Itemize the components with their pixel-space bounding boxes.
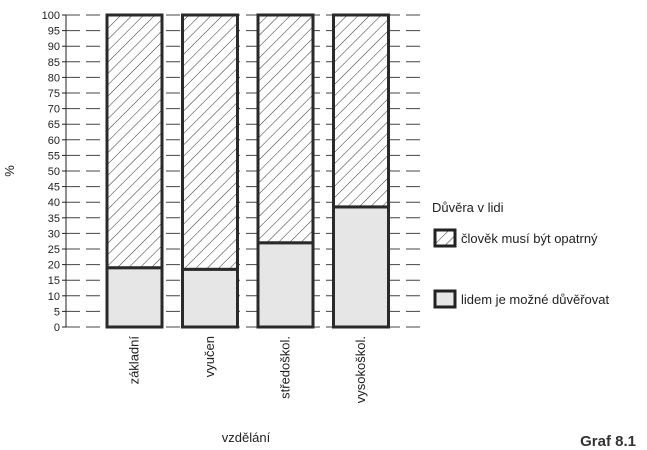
y-tick-label: 0 — [54, 322, 60, 334]
legend-title: Důvěra v lidi — [432, 200, 504, 215]
legend-swatch-solid — [433, 289, 457, 309]
y-tick-label: 25 — [48, 244, 60, 256]
y-tick-label: 80 — [48, 72, 60, 84]
y-tick-label: 65 — [48, 119, 60, 131]
bars — [105, 13, 390, 329]
x-axis-label: vzdělání — [222, 430, 271, 445]
y-tick-label: 30 — [48, 228, 60, 240]
bar-segment-careful — [105, 13, 164, 270]
y-tick-label: 100 — [42, 10, 60, 22]
legend-swatch-hatched — [433, 228, 457, 248]
bar-segment-careful — [181, 13, 239, 271]
y-tick-label: 40 — [48, 197, 60, 209]
bar-segment-careful — [332, 13, 390, 209]
y-axis-label: % — [2, 165, 17, 177]
bar-segment-trust — [105, 266, 164, 329]
legend-label-careful: člověk musí být opatrný — [461, 231, 598, 246]
y-tick-label: 95 — [48, 26, 60, 38]
legend-label-trust: lidem je možné důvěřovat — [461, 292, 610, 307]
x-category-label: základní — [127, 336, 142, 385]
y-tick-label: 60 — [48, 135, 60, 147]
y-tick-label: 45 — [48, 182, 60, 194]
y-tick-label: 35 — [48, 213, 60, 225]
y-tick-label: 5 — [54, 306, 60, 318]
y-tick-label: 70 — [48, 104, 60, 116]
y-tick-label: 20 — [48, 260, 60, 272]
y-tick-label: 85 — [48, 57, 60, 69]
y-tick-label: 50 — [48, 166, 60, 178]
x-category-label: vyučen — [202, 336, 217, 377]
bar-segment-trust — [332, 205, 390, 329]
figure-caption: Graf 8.1 — [580, 433, 636, 450]
y-tick-label: 15 — [48, 275, 60, 287]
bar-segment-trust — [181, 267, 239, 329]
bar-segment-trust — [256, 241, 315, 329]
y-tick-label: 55 — [48, 150, 60, 162]
y-tick-label: 10 — [48, 291, 60, 303]
x-category-label: vysokoškol. — [353, 336, 368, 403]
y-axis-ticks: 0 5 10 15 20 25 30 35 40 45 50 55 60 65 70 75 80 85 90 95 10… — [42, 10, 66, 334]
x-category-label: středoškol. — [278, 336, 293, 399]
legend: Důvěra v lidi člověk musí být opatrný li… — [432, 200, 610, 309]
x-axis-category-labels: základní vyučen středoškol. vysokoškol. — [127, 336, 369, 404]
y-tick-label: 90 — [48, 41, 60, 53]
y-tick-label: 75 — [48, 88, 60, 100]
bar-segment-careful — [256, 13, 315, 245]
